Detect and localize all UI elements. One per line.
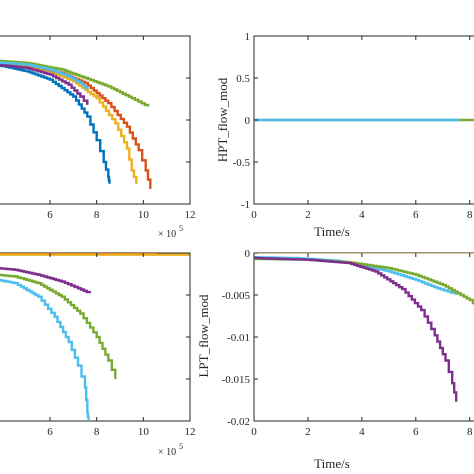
ticks-top-left: 6 8 10 12 <box>47 36 196 221</box>
y-tick-label: -0.015 <box>222 374 251 386</box>
series-line-top-left-yellow <box>0 62 138 184</box>
series-line-top-left-blue <box>0 64 111 184</box>
series-line-top-left-purple <box>0 63 89 105</box>
series-line-bottom-right-purple <box>254 256 458 402</box>
x-tick-label: 8 <box>467 426 473 438</box>
x-tick-label: 2 <box>305 209 311 221</box>
axes-frame-bottom-right <box>253 252 474 422</box>
ticks-top-right: 0 2 4 6 8 -1 -0.5 0 0.5 1 <box>233 31 473 221</box>
axes-frame-top-left <box>0 35 191 205</box>
x-exponent-label-bottom-left: × 10 <box>158 447 176 458</box>
y-tick-label: 0 <box>245 248 251 260</box>
series-line-top-left-cyan <box>0 61 89 90</box>
plot-area-bottom-left <box>0 252 191 422</box>
plot-area-top-left <box>0 35 191 205</box>
panel-bottom-right: 0 2 4 6 8 -0.02 -0.015 -0.01 -0.005 0 Time/s LPT_… <box>196 248 474 471</box>
y-tick-label: -0.005 <box>222 290 251 302</box>
series-line-bottom-left-cyan <box>0 278 90 421</box>
y-tick-label: 0 <box>245 115 251 127</box>
x-tick-label: 6 <box>413 426 419 438</box>
x-tick-label: 4 <box>359 426 365 438</box>
axes-frame-bottom-left <box>0 252 191 422</box>
series-bottom-right <box>254 253 474 402</box>
x-tick-label: 8 <box>94 426 100 438</box>
y-axis-label-top-right: HPT_flow_mod <box>215 77 230 162</box>
x-tick-label: 12 <box>185 426 196 438</box>
x-tick-label: 10 <box>138 209 150 221</box>
y-tick-label: -1 <box>241 199 250 211</box>
x-tick-label: 12 <box>185 209 196 221</box>
x-exponent-power-top-left: 5 <box>179 224 183 233</box>
y-tick-label: -0.01 <box>227 332 250 344</box>
x-tick-label: 10 <box>138 426 150 438</box>
plot-area-bottom-right <box>253 252 474 422</box>
x-tick-label: 4 <box>359 209 365 221</box>
ticks-bottom-right: 0 2 4 6 8 -0.02 -0.015 -0.01 -0.005 0 <box>222 248 473 438</box>
panel-bottom-left: 6 8 10 12 × 10 5 <box>0 252 196 458</box>
y-tick-label: 0.5 <box>236 73 250 85</box>
x-axis-label-bottom-right: Time/s <box>314 456 350 471</box>
x-exponent-label-top-left: × 10 <box>158 229 176 240</box>
x-tick-label: 6 <box>413 209 419 221</box>
panel-top-right: 0 2 4 6 8 -1 -0.5 0 0.5 1 Time/s HPT_flow_mod <box>215 31 474 239</box>
y-axis-label-bottom-right: LPT_flow_mod <box>196 294 211 378</box>
series-line-bottom-left-green <box>0 273 117 379</box>
ticks-bottom-left: 6 8 10 12 <box>47 253 196 438</box>
x-tick-label: 6 <box>47 209 53 221</box>
y-tick-label: 1 <box>245 31 251 43</box>
series-line-bottom-right-green <box>254 257 474 305</box>
x-tick-label: 6 <box>47 426 53 438</box>
x-exponent-power-bottom-left: 5 <box>179 442 183 451</box>
panel-top-left: 6 8 10 12 × 10 5 <box>0 35 196 240</box>
y-tick-label: -0.02 <box>227 416 250 428</box>
series-line-top-left-green <box>0 59 150 107</box>
x-tick-label: 0 <box>251 426 257 438</box>
x-tick-label: 8 <box>94 209 100 221</box>
series-top-left <box>0 59 152 189</box>
y-tick-label: -0.5 <box>233 157 251 169</box>
x-axis-label-top-right: Time/s <box>314 224 350 239</box>
x-tick-label: 0 <box>251 209 257 221</box>
series-bottom-left <box>0 253 190 421</box>
x-tick-label: 2 <box>305 426 311 438</box>
series-line-bottom-left-purple <box>0 266 91 294</box>
x-tick-label: 8 <box>467 209 473 221</box>
